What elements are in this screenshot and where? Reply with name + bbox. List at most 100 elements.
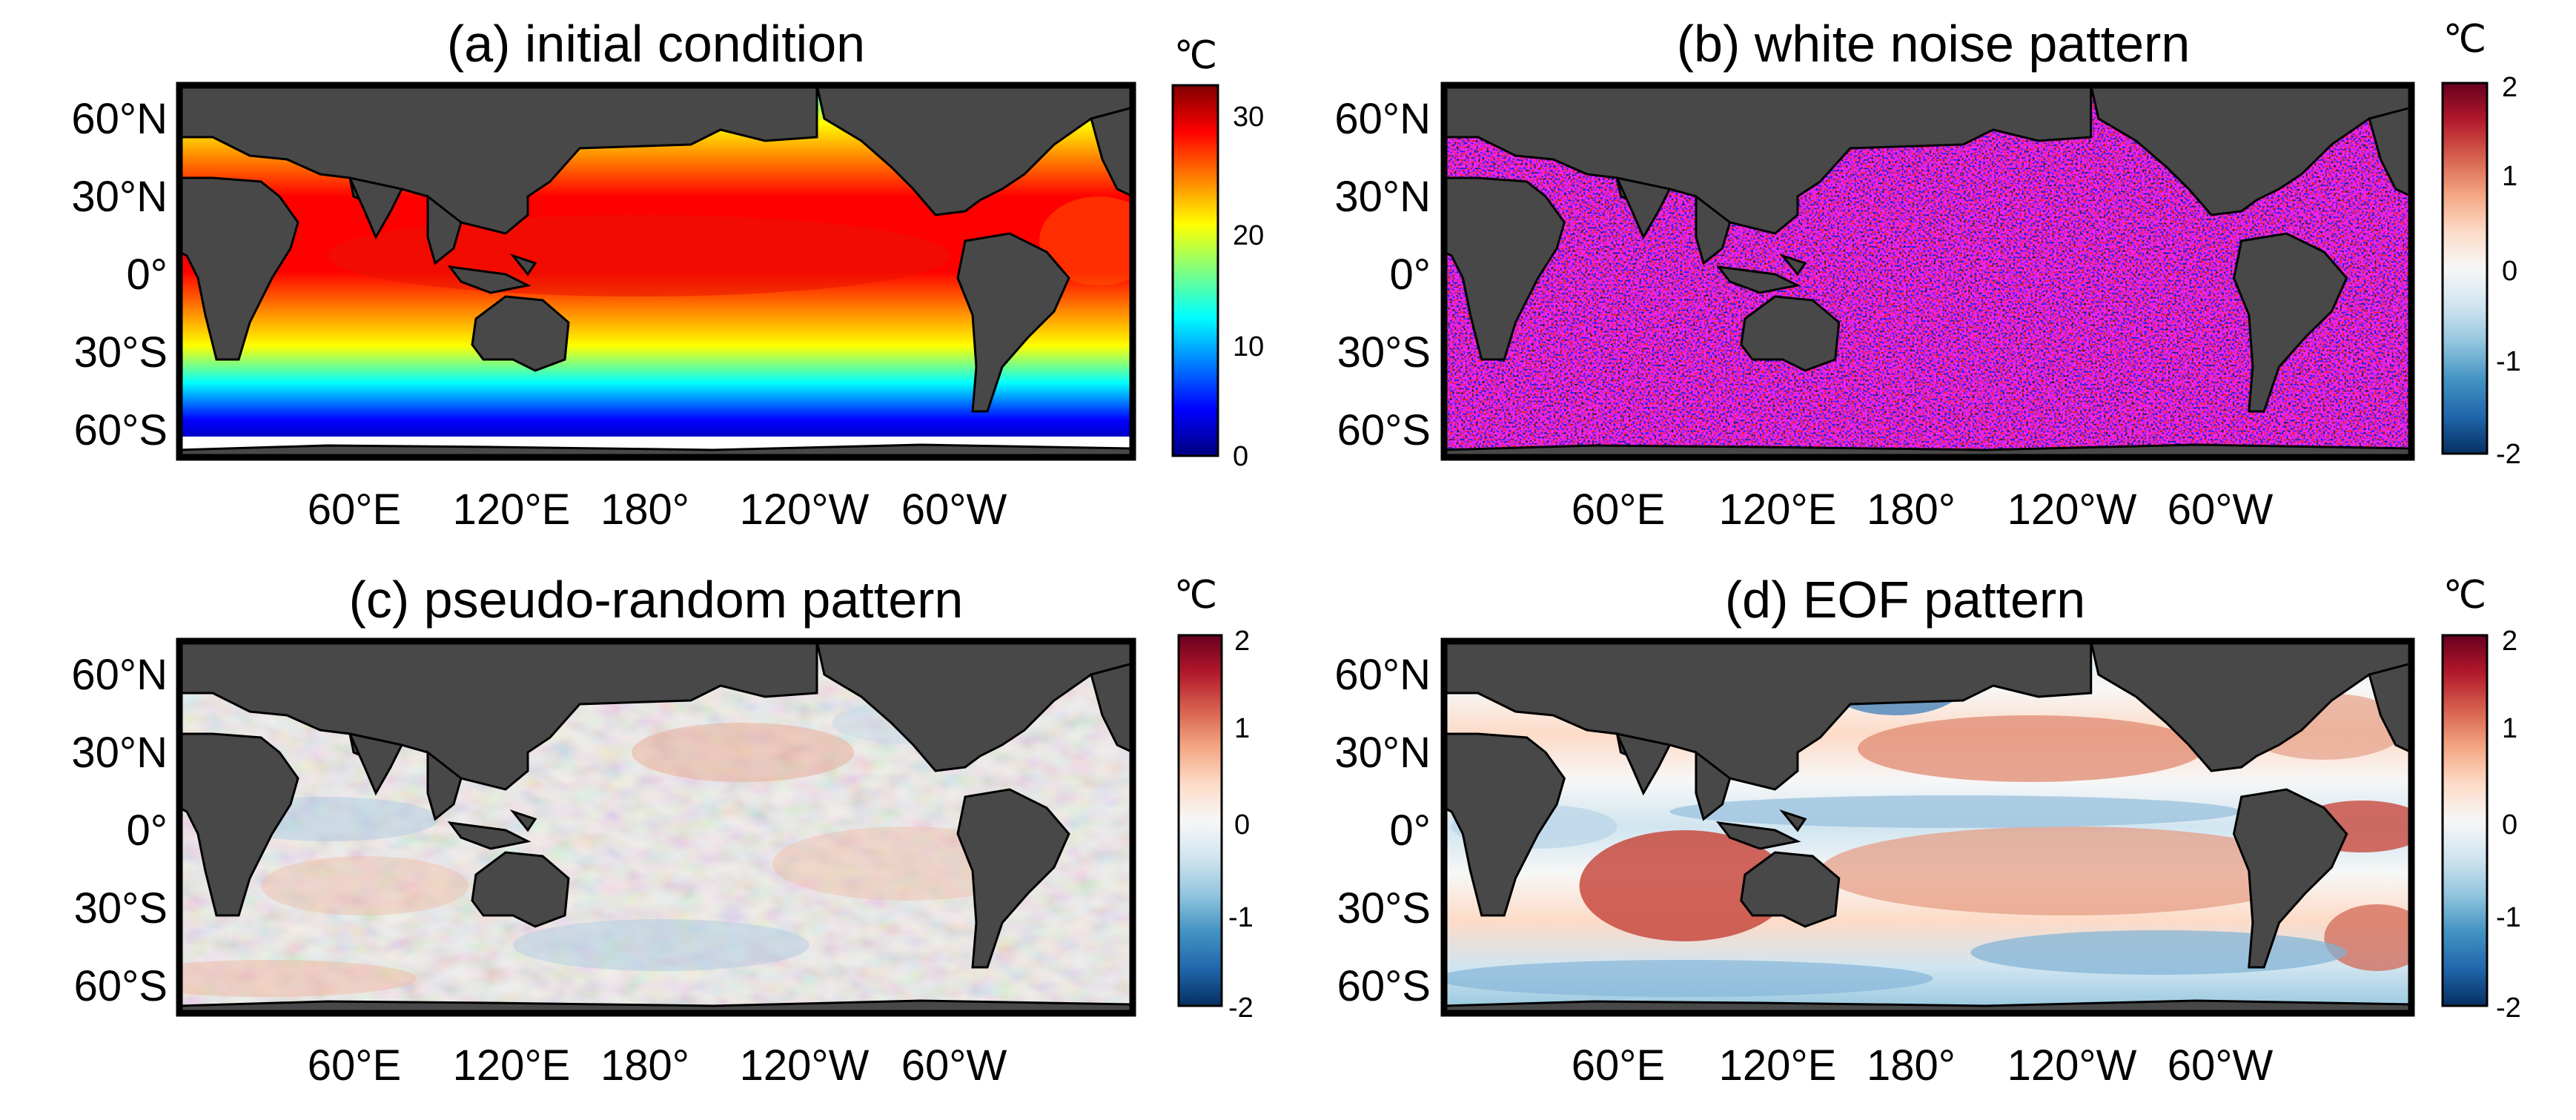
lon-label: 180° [600,486,689,534]
lat-label: 0° [1390,806,1431,855]
colorbar-unit: ℃ [2443,574,2486,617]
colorbar-unit: ℃ [1174,574,1217,617]
lat-label: 30°N [71,729,168,777]
colorbar-tick: 30 [1233,102,1264,133]
australia [1740,295,1841,372]
colorbar-tick: 2 [1234,626,1250,657]
colorbar-tick: -1 [2496,902,2521,933]
negative-anomaly [1669,795,2242,828]
map-area [1440,82,2415,461]
colorbar-tick: 2 [2502,72,2517,103]
maritime-continent [1715,809,1807,850]
map-area [176,637,1136,1017]
lon-label: 120°E [453,1041,571,1090]
colorbar-tick: 0 [2502,809,2517,841]
lon-label: 120°W [740,486,870,534]
lon-label: 60°W [901,486,1007,534]
lat-label: 60°S [74,962,168,1010]
europe-edge [1090,662,1133,754]
lat-label: 60°N [1334,651,1431,699]
lon-label: 180° [1867,486,1956,534]
australia [471,295,570,372]
lon-label: 120°W [2007,486,2137,534]
lon-label: 180° [1867,1041,1956,1090]
maritime-continent [447,253,537,294]
panel-title: (d) EOF pattern [1725,571,2085,629]
colorbar-bar [2441,82,2489,455]
lat-label: 30°S [1337,328,1431,377]
lon-label: 120°W [740,1041,870,1090]
lat-label: 30°N [1334,173,1431,221]
lat-axis: 60°N 30°N 0° 30°S 60°S [1334,95,1431,454]
south-america [956,788,1070,969]
maritime-continent [1715,253,1807,294]
lat-axis: 60°N 30°N 0° 30°S 60°S [71,651,168,1010]
positive-anomaly [261,856,468,915]
europe-edge [2368,662,2411,754]
india [348,176,404,240]
africa [179,732,299,917]
colorbar-tick: 20 [1233,220,1264,251]
colorbar-bar [1171,84,1219,457]
panel-title: (c) pseudo-random pattern [349,571,964,629]
lon-label: 120°E [453,486,571,534]
europe-edge [1090,106,1133,198]
india [1615,732,1672,796]
colorbar-bar [1177,634,1223,1007]
africa [1444,176,1566,361]
colorbar-tick: -2 [2496,993,2521,1024]
lat-label: 60°N [71,95,168,143]
lon-label: 60°E [308,486,401,534]
colorbar-unit: ℃ [2443,18,2486,61]
map-frame [1440,637,2415,1017]
lon-label: 60°E [1572,1041,1665,1090]
negative-anomaly [513,919,809,971]
map-frame [1440,82,2415,461]
lon-label: 180° [600,1041,689,1090]
lat-label: 60°S [74,406,168,454]
map-area [1440,637,2415,1017]
colorbar: ℃ 30 20 10 0 [1171,34,1264,472]
australia [471,851,570,928]
panel-title: (b) white noise pattern [1677,15,2191,73]
lat-axis: 60°N 30°N 0° 30°S 60°S [71,95,168,454]
positive-anomaly [1579,830,1790,941]
colorbar-bar [2441,634,2489,1007]
lon-axis: 60°E 120°E 180° 120°W 60°W [308,1041,1007,1090]
colorbar: ℃ 2 1 0 -1 -2 [2441,574,2521,1024]
map-frame [176,82,1136,461]
lon-label: 60°W [901,1041,1007,1090]
europe-edge [2368,106,2411,198]
panel-b: (b) white noise pattern [1334,15,2520,534]
lat-label: 60°N [71,651,168,699]
lat-label: 60°S [1337,962,1431,1010]
south-america [2232,788,2348,969]
negative-anomaly [1970,930,2347,975]
land-masses [1444,641,2411,1013]
panel-a: (a) initial condition [71,15,1264,534]
colorbar: ℃ 2 1 0 -1 -2 [1174,574,1254,1024]
warm-pool [328,215,950,296]
positive-anomaly [1858,715,2204,782]
colorbar-tick: 1 [2502,713,2517,744]
lat-label: 60°S [1337,406,1431,454]
colorbar-tick: 0 [1233,441,1248,472]
indochina [1695,193,1732,265]
atlantic-warm [1039,196,1133,285]
land-masses [1444,85,2411,457]
colorbar-tick: -1 [1228,902,1254,933]
lon-label: 120°E [1719,1041,1837,1090]
lon-label: 60°E [308,1041,401,1090]
colorbar-tick: 0 [1234,809,1250,841]
indochina [426,193,463,265]
lat-label: 60°N [1334,95,1431,143]
colorbar-tick: 1 [1234,713,1250,744]
lat-label: 30°S [1337,884,1431,932]
colorbar: ℃ 2 1 0 -1 -2 [2441,18,2521,470]
lat-label: 30°N [71,173,168,221]
lat-axis: 60°N 30°N 0° 30°S 60°S [1334,651,1431,1010]
panel-title: (a) initial condition [447,15,865,73]
positive-anomaly [1820,826,2317,915]
africa [179,176,299,361]
lat-label: 0° [127,806,168,855]
